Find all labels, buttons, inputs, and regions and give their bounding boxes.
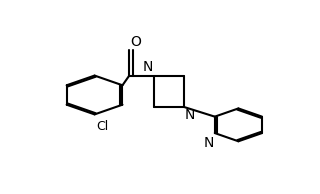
Text: Cl: Cl xyxy=(96,120,108,133)
Text: N: N xyxy=(203,136,213,150)
Text: O: O xyxy=(131,35,141,49)
Text: N: N xyxy=(142,60,153,74)
Text: N: N xyxy=(185,108,196,122)
